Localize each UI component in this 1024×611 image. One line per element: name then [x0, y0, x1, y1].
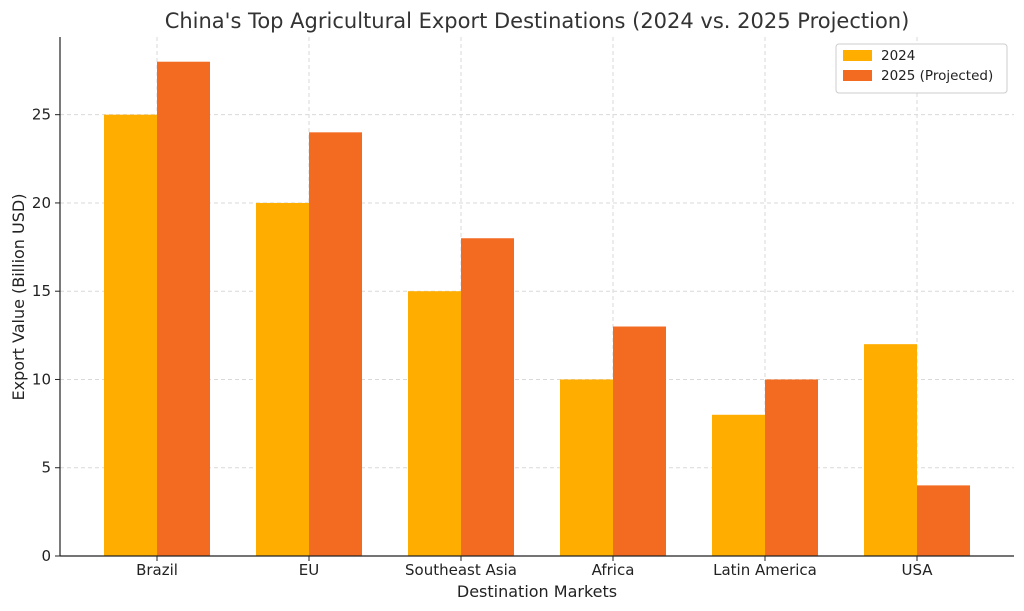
y-tick-label: 15	[32, 282, 51, 300]
legend-swatch	[843, 50, 872, 61]
bar-series-2	[309, 132, 362, 556]
bar-series-2	[917, 485, 970, 556]
legend-label: 2025 (Projected)	[881, 68, 993, 84]
bar-series-2	[765, 379, 818, 556]
legend: 2024 2025 (Projected)	[835, 43, 1008, 94]
legend-box	[835, 43, 1008, 94]
bar-series-1	[560, 379, 613, 556]
x-axis-ticks: Brazil EU Southeast Asia Africa Latin Americ…	[136, 556, 933, 579]
legend-label: 2024	[881, 48, 915, 64]
x-tick-label: USA	[901, 561, 933, 579]
y-axis-ticks: 0 5 10 15 20 25	[32, 106, 60, 565]
x-tick-label: Africa	[592, 561, 635, 579]
chart-title: China's Top Agricultural Export Destinat…	[165, 9, 910, 33]
bar-series-1	[256, 202, 309, 556]
legend-swatch	[843, 70, 872, 81]
x-axis-label: Destination Markets	[457, 582, 617, 601]
x-tick-label: EU	[299, 561, 319, 579]
y-tick-label: 0	[41, 547, 51, 565]
x-tick-label: Brazil	[136, 561, 178, 579]
bar-series-2	[613, 326, 666, 556]
bar-series-2	[157, 61, 210, 556]
bar-series-2	[461, 238, 514, 556]
bar-series-1	[712, 414, 765, 556]
bar-series-1	[104, 114, 157, 557]
y-tick-label: 20	[32, 194, 51, 212]
x-tick-label: Latin America	[713, 561, 817, 579]
y-tick-label: 10	[32, 370, 51, 388]
y-tick-label: 25	[32, 106, 51, 124]
y-axis-label: Export Value (Billion USD)	[9, 194, 28, 401]
x-tick-label: Southeast Asia	[405, 561, 517, 579]
bar-series-1	[408, 291, 461, 556]
y-tick-label: 5	[41, 459, 51, 477]
bars	[104, 61, 970, 557]
bar-series-1	[864, 344, 917, 556]
